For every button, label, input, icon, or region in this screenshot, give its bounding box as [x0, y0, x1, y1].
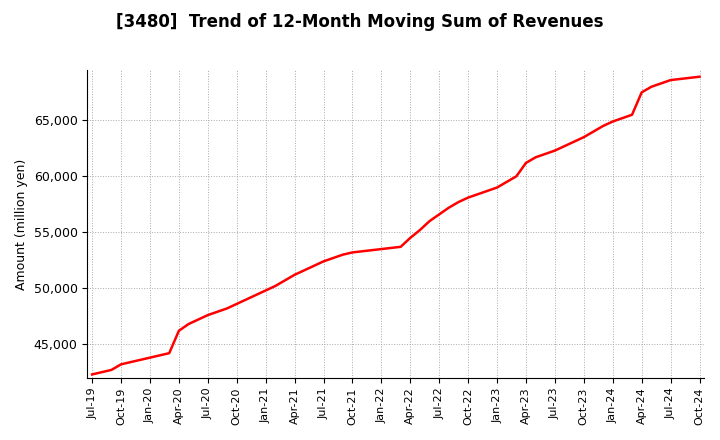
Text: [3480]  Trend of 12-Month Moving Sum of Revenues: [3480] Trend of 12-Month Moving Sum of R…	[116, 13, 604, 31]
Y-axis label: Amount (million yen): Amount (million yen)	[15, 158, 28, 290]
